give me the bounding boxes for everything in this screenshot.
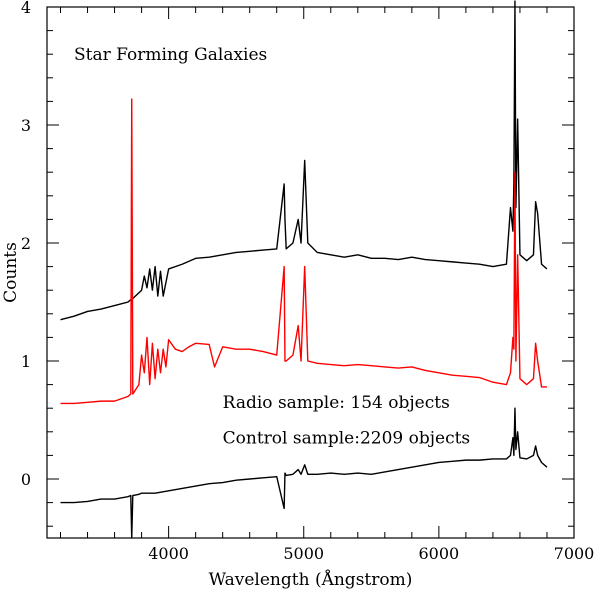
series-line-1 <box>60 0 548 321</box>
ticks-layer: 4000 5000 6000 7000 0 1 2 3 4 <box>21 0 595 563</box>
plot-frame <box>46 6 575 539</box>
annotation-text-3: Control sample:2209 objects <box>223 429 471 449</box>
series-line-3 <box>60 407 548 539</box>
y-axis-label: Counts <box>1 242 21 303</box>
y-tick-label: 2 <box>21 234 31 253</box>
y-tick-label: 0 <box>21 470 31 489</box>
x-axis-label: Wavelength (Ångstrom) <box>209 569 413 590</box>
x-tick-label: 4000 <box>148 544 189 563</box>
x-tick-label: 6000 <box>419 544 460 563</box>
annotation-layer: Star Forming Galaxies Radio sample: 154 o… <box>74 45 470 449</box>
series-layer <box>60 0 548 539</box>
y-tick-label: 4 <box>21 0 31 17</box>
x-tick-label: 5000 <box>283 544 324 563</box>
x-tick-label: 7000 <box>554 544 595 563</box>
y-tick-label: 3 <box>21 116 31 135</box>
annotation-text-2: Radio sample: 154 objects <box>223 393 450 413</box>
y-tick-label: 1 <box>21 352 31 371</box>
series-line-2 <box>60 98 547 405</box>
annotation-text-1: Star Forming Galaxies <box>74 45 267 65</box>
